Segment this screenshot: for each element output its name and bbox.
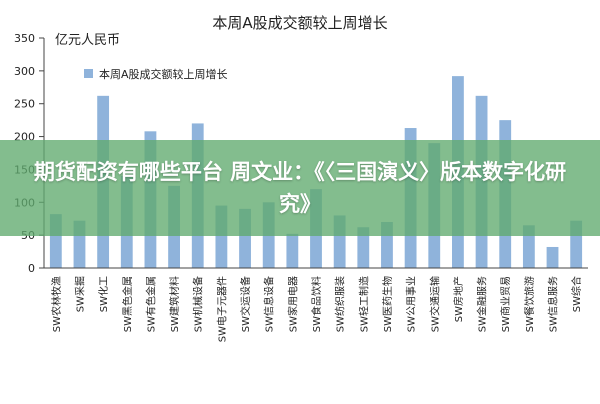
legend-label: 本周A股成交额较上周增长 (99, 67, 228, 81)
x-tick-label: SW化工 (97, 276, 110, 312)
x-tick-label: SW信息设备 (263, 276, 276, 332)
bar (546, 246, 559, 268)
bar (381, 222, 393, 268)
y-tick-label: 0 (28, 262, 35, 275)
x-tick-label: SW轻工制造 (357, 276, 370, 332)
legend-swatch (84, 69, 93, 78)
caption-banner: 期货配资有哪些平台 周文业：《〈三国演义〉版本数字化研究》 (0, 140, 600, 236)
bar (333, 215, 346, 268)
x-tick-label: SW建筑材料 (168, 276, 181, 332)
x-tick-label: SW餐饮旅游 (523, 276, 536, 332)
x-tick-label: SW纺织服装 (334, 276, 347, 332)
x-tick-label: SW食品饮料 (310, 276, 323, 332)
caption-text: 期货配资有哪些平台 周文业：《〈三国演义〉版本数字化研究》 (33, 160, 567, 216)
bar (286, 233, 299, 268)
bar (73, 220, 86, 268)
y-tick-label: 300 (14, 65, 35, 78)
x-tick-label: SW电子元器件 (215, 276, 228, 342)
bar (215, 205, 228, 268)
x-tick-label: SW交通运输 (428, 276, 441, 332)
bar (522, 225, 535, 268)
x-tick-label: SW农林牧渔 (50, 276, 63, 332)
bar (239, 208, 251, 268)
x-tick-label: SW商业贸易 (499, 276, 512, 332)
bar (570, 220, 583, 268)
bar (49, 214, 62, 268)
x-tick-label: SW机械设备 (192, 276, 205, 332)
x-tick-label: SW公用事业 (405, 276, 418, 332)
x-tick-label: SW家用电器 (286, 276, 299, 332)
x-tick-label: SW交运设备 (239, 276, 252, 332)
chart-title: 本周A股成交额较上周增长 (212, 14, 387, 32)
x-tick-label: SW黑色金属 (121, 276, 134, 332)
x-tick-label: SW有色金属 (144, 276, 157, 332)
x-tick-label: SW金融服务 (476, 276, 489, 332)
y-tick-label: 350 (14, 32, 35, 45)
y-tick-label: 250 (14, 98, 35, 111)
x-tick-label: SW采掘 (73, 276, 86, 312)
bar (357, 227, 370, 268)
x-tick-label: SW信息服务 (547, 276, 560, 332)
x-tick-label: SW医药生物 (381, 276, 394, 332)
y-axis-label: 亿元人民币 (55, 33, 120, 48)
x-tick-label: SW房地产 (452, 276, 465, 322)
legend: 本周A股成交额较上周增长 (84, 67, 228, 81)
x-tick-label: SW综合 (570, 276, 583, 312)
